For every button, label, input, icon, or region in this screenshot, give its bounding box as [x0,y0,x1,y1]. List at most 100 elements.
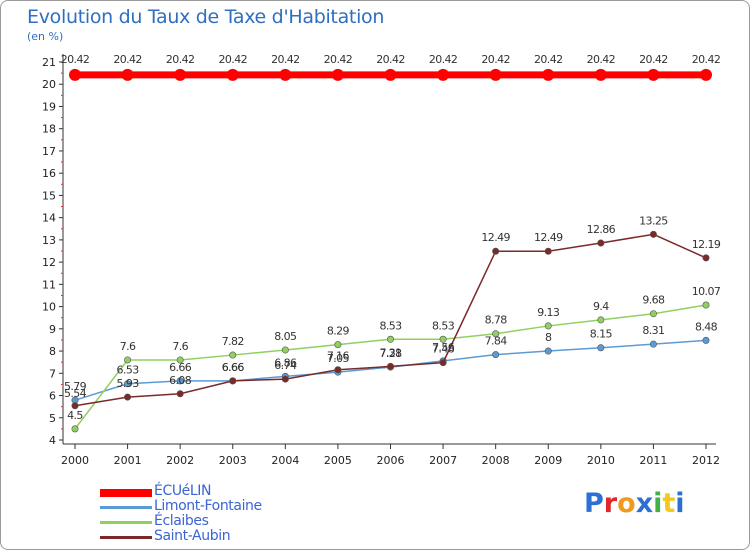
legend-swatch-eclaibes [100,521,152,524]
x-tick-label: 2006 [377,454,405,467]
data-point [281,375,289,383]
data-label: 6.08 [169,374,192,387]
data-label: 4.5 [67,409,83,422]
x-tick-label: 2005 [324,454,352,467]
logo-letter: i [653,488,663,519]
logo-letter: P [584,488,604,519]
data-point [597,239,605,247]
y-tick-label: 5 [49,412,56,425]
data-label: 7.16 [327,350,350,363]
y-tick-label: 8 [49,345,56,358]
legend-item-ecuelin: ÉCUéLIN [100,483,320,500]
data-label: 8.78 [485,314,508,327]
legend-label: Limont-Fontaine [154,498,262,514]
data-label: 8.48 [695,320,718,333]
data-point [124,380,132,388]
data-label: 20.42 [429,53,458,66]
data-point [594,68,607,81]
data-label: 12.19 [692,238,721,251]
data-label: 7.56 [432,341,455,354]
data-point [281,346,289,354]
data-point [124,356,132,364]
data-label: 13.25 [639,214,668,227]
data-label: 9.13 [537,306,560,319]
legend-label: ÉCUéLIN [154,483,212,499]
data-label: 6.74 [274,359,297,372]
chart-subtitle: (en %) [27,30,64,43]
data-point [176,390,184,398]
data-point [279,68,292,81]
y-tick-label: 14 [42,212,56,225]
y-tick-label: 6 [49,390,56,403]
y-tick-label: 4 [49,434,56,447]
data-label: 8.15 [590,328,613,341]
x-tick-label: 2012 [692,454,720,467]
x-tick-label: 2007 [429,454,457,467]
x-tick-label: 2011 [639,454,667,467]
data-label: 10.07 [692,285,721,298]
legend-item-limont-fontaine: Limont-Fontaine [100,498,320,515]
data-label: 12.49 [534,231,563,244]
data-label: 20.42 [481,53,510,66]
data-label: 7.6 [172,340,188,353]
logo-letter: x [635,488,654,519]
data-point [71,425,79,433]
data-label: 7.31 [379,346,401,359]
x-tick-label: 2000 [61,454,89,467]
y-tick-label: 16 [42,167,56,180]
y-tick-label: 12 [42,256,56,269]
data-label: 5.79 [64,380,87,393]
data-label: 8.53 [432,319,455,332]
data-point [437,68,450,81]
data-point [334,341,342,349]
x-tick-label: 2009 [534,454,562,467]
data-label: 7.6 [120,340,136,353]
y-tick-label: 11 [42,278,56,291]
legend-label: Saint-Aubin [154,528,231,544]
data-label: 20.42 [639,53,668,66]
data-label: 20.42 [534,53,563,66]
y-tick-label: 21 [42,56,56,69]
data-label: 20.42 [692,53,721,66]
data-point [492,351,500,359]
data-label: 20.42 [61,53,90,66]
data-label: 8.29 [327,325,350,338]
legend-label: Éclaibes [154,513,209,529]
logo-letter: t [662,488,676,519]
data-point [331,68,344,81]
data-point [386,335,394,343]
data-point [174,68,187,81]
data-point [124,393,132,401]
data-point [334,366,342,374]
data-label: 9.4 [593,300,609,313]
data-label: 6.53 [117,364,140,377]
data-label: 20.42 [219,53,248,66]
data-point [649,310,657,318]
data-point [229,351,237,359]
data-point [542,68,555,81]
data-point [700,68,712,81]
data-point [597,316,605,324]
data-label: 5.93 [117,377,140,390]
data-label: 8.31 [642,324,664,337]
data-point [649,340,657,348]
data-label: 6.66 [169,361,192,374]
data-point [176,356,184,364]
data-label: 20.42 [166,53,195,66]
x-tick-label: 2001 [114,454,142,467]
legend-item-saint-aubin: Saint-Aubin [100,528,320,545]
data-label: 20.42 [587,53,616,66]
data-label: 9.68 [642,294,665,307]
data-label: 12.86 [587,223,616,236]
logo-letter: i [675,488,685,519]
x-tick-label: 2008 [482,454,510,467]
data-point [386,362,394,370]
x-tick-label: 2002 [166,454,194,467]
data-point [384,68,397,81]
x-tick-label: 2003 [219,454,247,467]
legend-item-eclaibes: Éclaibes [100,513,320,530]
data-label: 20.42 [324,53,353,66]
data-label: 6.66 [222,361,245,374]
